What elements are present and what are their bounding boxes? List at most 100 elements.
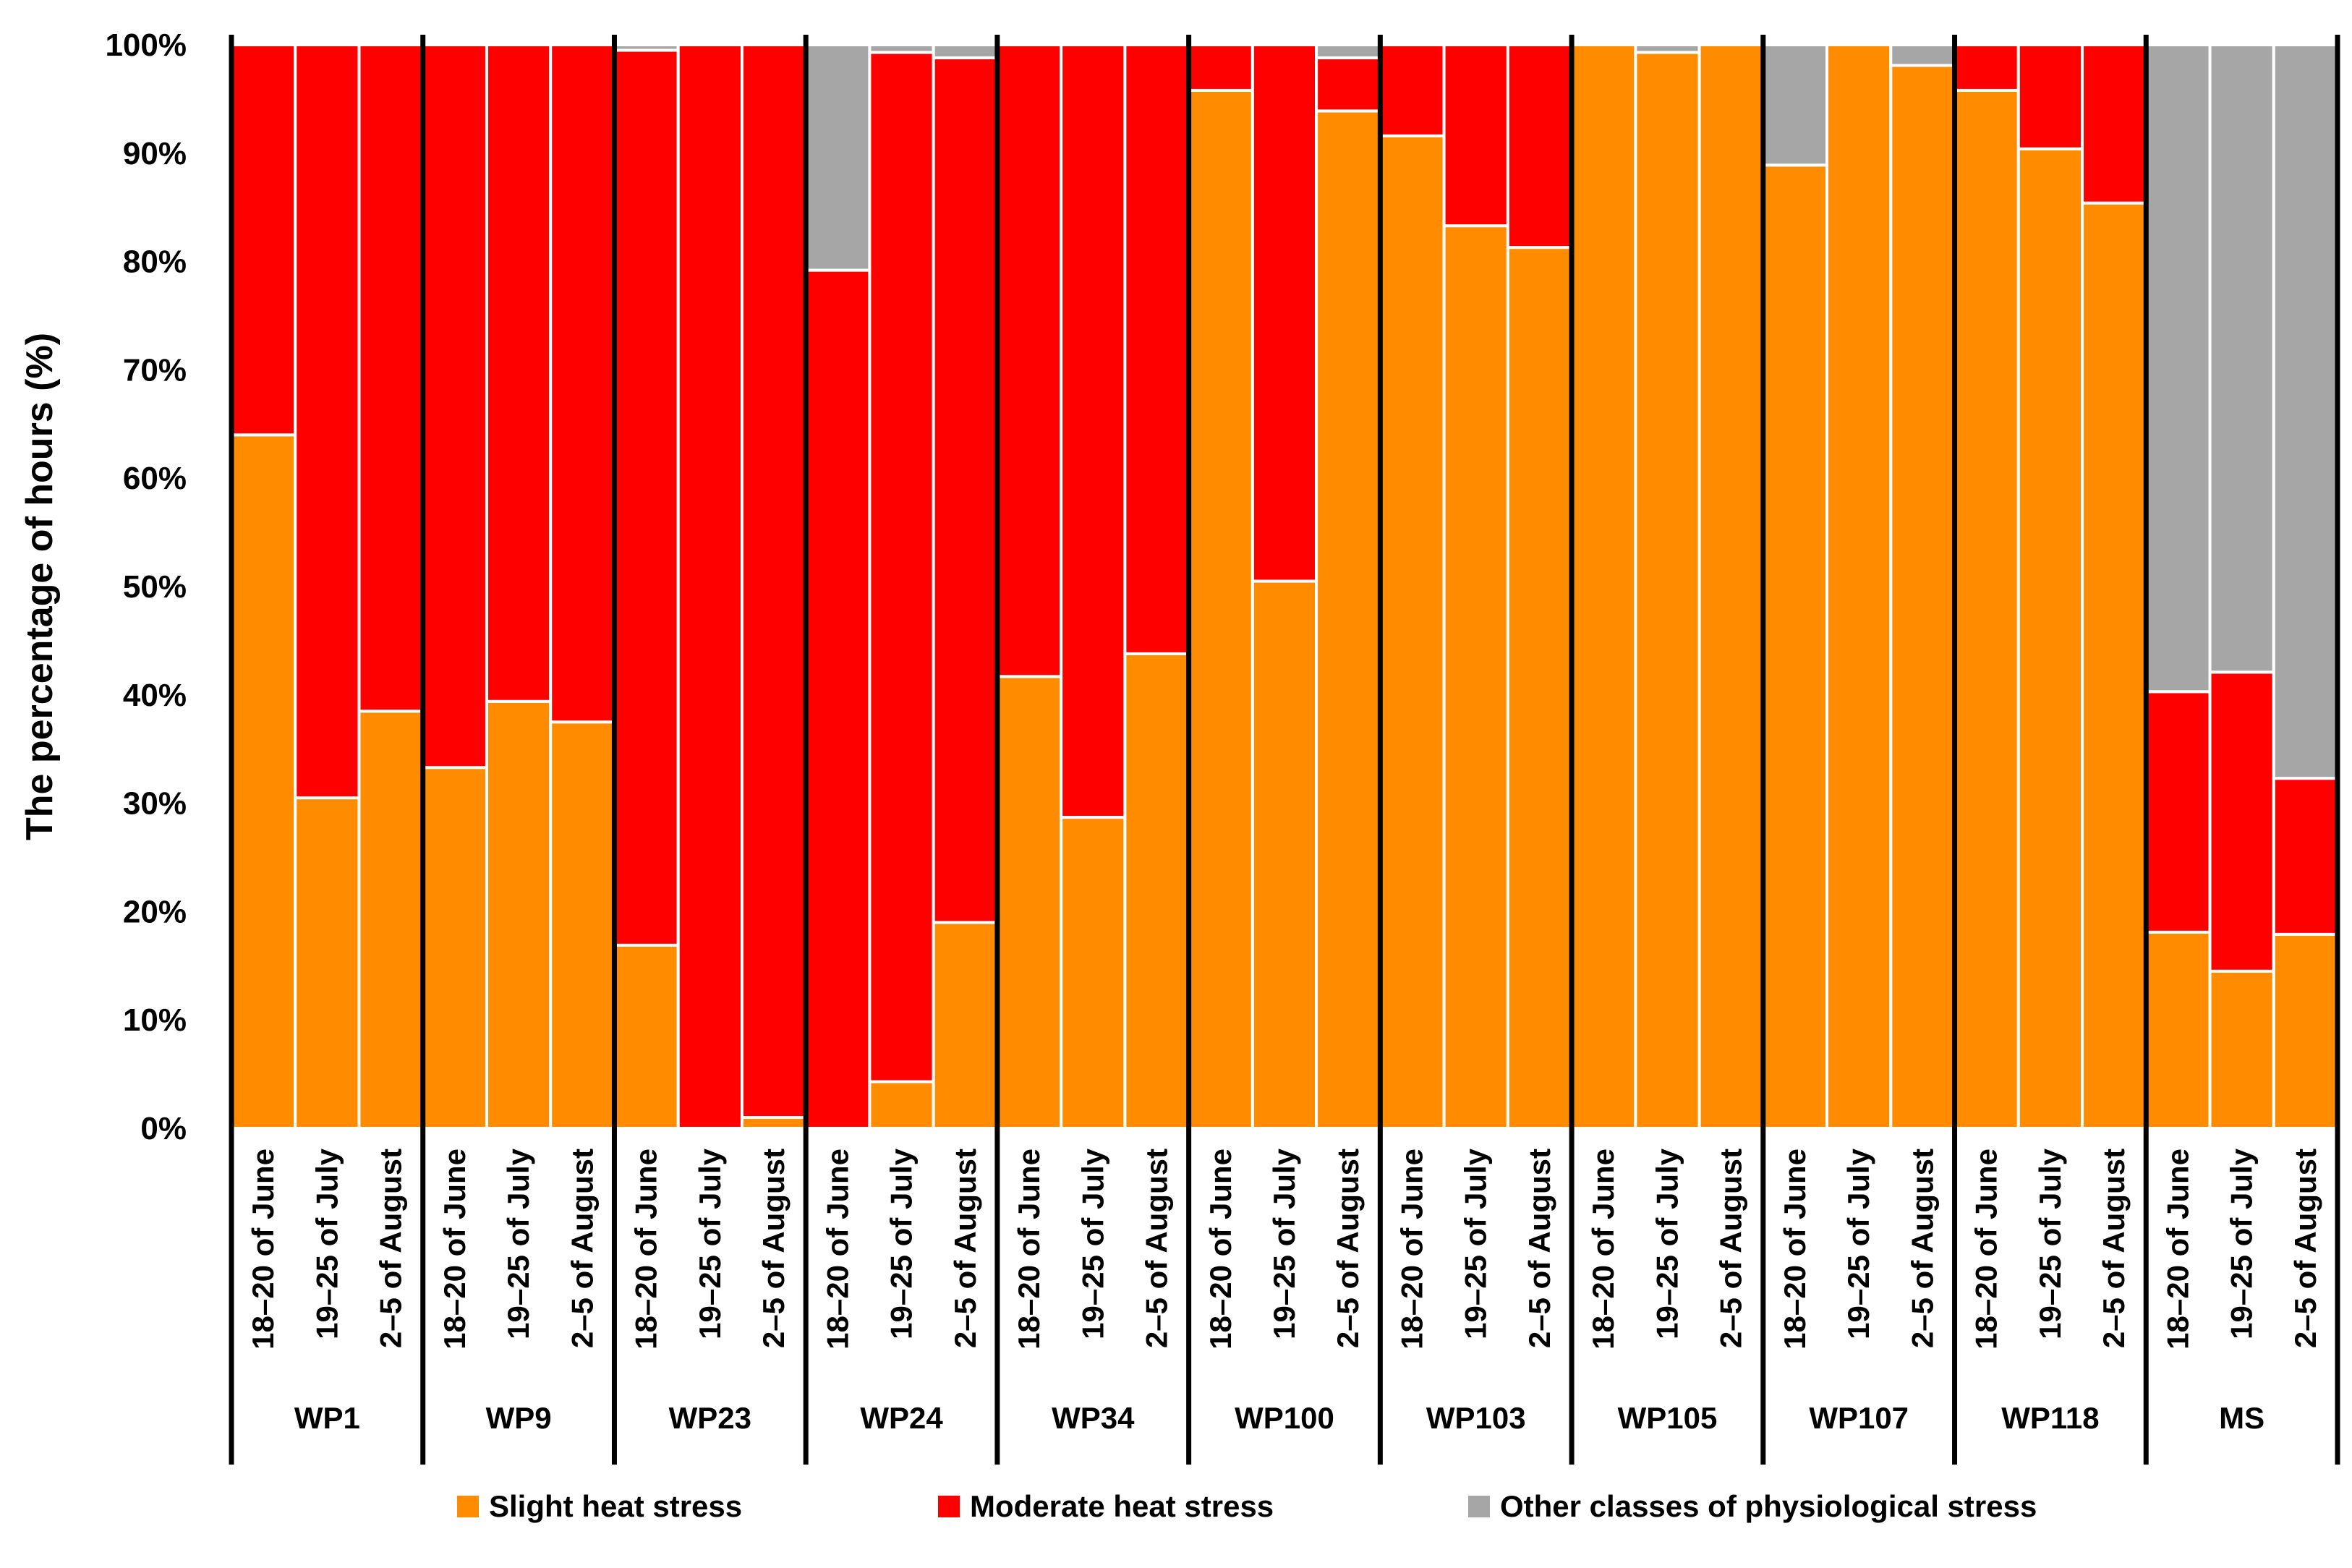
bar-wp100-19-25-of-july-slight-heat-stress: [1250, 579, 1318, 1130]
category-label-wp118-19-25-of-july: 19–25 of July: [2033, 1148, 2067, 1339]
category-label-wp1-18-20-of-june: 18–20 of June: [246, 1149, 280, 1350]
category-label-wp105-2-5-of-august: 2–5 of August: [1714, 1149, 1748, 1348]
bar-ms-2-5-of-august-other-classes-of-physiological-stress: [2272, 43, 2339, 780]
legend-label-other-classes-of-physiological-stress: Other classes of physiological stress: [1500, 1489, 2037, 1523]
group-label-wp9: WP9: [486, 1401, 552, 1435]
category-label-ms-19-25-of-july: 19–25 of July: [2225, 1148, 2259, 1339]
bar-ms-2-5-of-august-moderate-heat-stress: [2272, 777, 2339, 936]
bar-wp103-2-5-of-august-moderate-heat-stress: [1506, 43, 1574, 250]
category-label-wp9-18-20-of-june: 18–20 of June: [438, 1149, 472, 1350]
legend-label-moderate-heat-stress: Moderate heat stress: [970, 1489, 1274, 1523]
category-label-wp9-2-5-of-august: 2–5 of August: [565, 1149, 599, 1348]
bar-wp118-2-5-of-august-moderate-heat-stress: [2081, 43, 2148, 205]
category-label-wp100-18-20-of-june: 18–20 of June: [1203, 1149, 1237, 1350]
category-label-wp100-19-25-of-july: 19–25 of July: [1267, 1148, 1301, 1339]
bar-wp103-2-5-of-august-slight-heat-stress: [1506, 246, 1574, 1130]
bar-wp34-19-25-of-july-moderate-heat-stress: [1060, 43, 1127, 819]
group-label-wp23: WP23: [669, 1401, 751, 1435]
bar-wp118-19-25-of-july-slight-heat-stress: [2016, 147, 2084, 1130]
group-label-wp34: WP34: [1052, 1401, 1135, 1435]
bar-wp118-18-20-of-june-moderate-heat-stress: [1953, 43, 2020, 92]
category-label-wp24-18-20-of-june: 18–20 of June: [820, 1149, 854, 1350]
bar-wp9-18-20-of-june-moderate-heat-stress: [421, 43, 488, 770]
bar-wp118-19-25-of-july-moderate-heat-stress: [2016, 43, 2084, 150]
bar-wp1-18-20-of-june-slight-heat-stress: [230, 433, 297, 1130]
category-label-wp23-2-5-of-august: 2–5 of August: [757, 1149, 791, 1348]
bar-wp23-18-20-of-june-moderate-heat-stress: [613, 48, 680, 947]
bar-wp9-19-25-of-july-slight-heat-stress: [485, 699, 553, 1130]
bar-wp107-2-5-of-august-other-classes-of-physiological-stress: [1889, 43, 1956, 67]
bar-wp23-2-5-of-august-moderate-heat-stress: [740, 43, 808, 1120]
bar-wp24-19-25-of-july-moderate-heat-stress: [868, 51, 935, 1083]
bar-wp24-2-5-of-august-moderate-heat-stress: [932, 56, 999, 924]
category-label-wp34-18-20-of-june: 18–20 of June: [1012, 1149, 1046, 1350]
category-label-wp9-19-25-of-july: 19–25 of July: [501, 1148, 535, 1339]
bar-wp24-2-5-of-august-other-classes-of-physiological-stress: [932, 43, 999, 59]
bar-wp1-18-20-of-june-moderate-heat-stress: [230, 43, 297, 437]
bar-ms-18-20-of-june-moderate-heat-stress: [2144, 690, 2212, 934]
category-label-wp23-18-20-of-june: 18–20 of June: [629, 1149, 663, 1350]
category-label-ms-18-20-of-june: 18–20 of June: [2160, 1149, 2194, 1350]
group-label-wp103: WP103: [1426, 1401, 1526, 1435]
bar-ms-18-20-of-june-other-classes-of-physiological-stress: [2144, 43, 2212, 694]
group-label-wp105: WP105: [1618, 1401, 1718, 1435]
bar-wp103-19-25-of-july-slight-heat-stress: [1442, 224, 1509, 1130]
y-tick-label-60: 60%: [123, 461, 187, 496]
bar-ms-18-20-of-june-slight-heat-stress: [2144, 930, 2212, 1130]
bar-ms-2-5-of-august-slight-heat-stress: [2272, 932, 2339, 1130]
y-tick-label-100: 100%: [105, 27, 187, 63]
category-label-wp118-18-20-of-june: 18–20 of June: [1969, 1149, 2003, 1350]
category-label-wp103-19-25-of-july: 19–25 of July: [1459, 1148, 1493, 1339]
bar-wp100-18-20-of-june-moderate-heat-stress: [1187, 43, 1254, 92]
category-label-wp107-19-25-of-july: 19–25 of July: [1841, 1148, 1875, 1339]
y-tick-label-90: 90%: [123, 136, 187, 171]
bar-wp1-19-25-of-july-slight-heat-stress: [294, 796, 361, 1130]
bar-wp100-2-5-of-august-other-classes-of-physiological-stress: [1315, 43, 1382, 59]
category-label-wp100-2-5-of-august: 2–5 of August: [1331, 1149, 1365, 1348]
y-tick-label-50: 50%: [123, 569, 187, 605]
bar-wp1-2-5-of-august-moderate-heat-stress: [357, 43, 425, 713]
y-axis-title: The percentage of hours (%): [19, 333, 61, 840]
bar-wp9-18-20-of-june-slight-heat-stress: [421, 766, 488, 1130]
category-label-wp107-2-5-of-august: 2–5 of August: [1905, 1149, 1939, 1348]
group-label-wp118: WP118: [2001, 1401, 2099, 1435]
bar-wp34-18-20-of-june-slight-heat-stress: [995, 675, 1063, 1130]
legend-label-slight-heat-stress: Slight heat stress: [489, 1489, 742, 1523]
group-label-wp1: WP1: [294, 1401, 360, 1435]
y-tick-label-40: 40%: [123, 678, 187, 713]
bar-wp100-18-20-of-june-slight-heat-stress: [1187, 88, 1254, 1130]
bar-wp103-18-20-of-june-slight-heat-stress: [1379, 134, 1446, 1130]
bar-wp9-2-5-of-august-moderate-heat-stress: [549, 43, 616, 724]
bar-wp118-18-20-of-june-slight-heat-stress: [1953, 88, 2020, 1130]
legend-swatch-slight-heat-stress: [457, 1496, 479, 1517]
bar-wp107-2-5-of-august-slight-heat-stress: [1889, 64, 1956, 1130]
bar-wp34-19-25-of-july-slight-heat-stress: [1060, 816, 1127, 1130]
bar-wp24-2-5-of-august-slight-heat-stress: [932, 921, 999, 1130]
y-tick-label-80: 80%: [123, 244, 187, 280]
y-tick-label-70: 70%: [123, 352, 187, 388]
group-label-wp107: WP107: [1809, 1401, 1909, 1435]
category-label-wp1-19-25-of-july: 19–25 of July: [310, 1148, 344, 1339]
category-label-wp103-2-5-of-august: 2–5 of August: [1522, 1149, 1556, 1348]
bar-wp23-18-20-of-june-other-classes-of-physiological-stress: [613, 43, 680, 52]
bar-wp100-2-5-of-august-moderate-heat-stress: [1315, 56, 1382, 113]
bar-wp23-18-20-of-june-slight-heat-stress: [613, 943, 680, 1130]
bar-wp9-19-25-of-july-moderate-heat-stress: [485, 43, 553, 703]
bar-wp1-2-5-of-august-slight-heat-stress: [357, 710, 425, 1130]
bar-ms-19-25-of-july-moderate-heat-stress: [2208, 670, 2275, 973]
bar-wp34-2-5-of-august-slight-heat-stress: [1123, 652, 1190, 1130]
category-label-wp118-2-5-of-august: 2–5 of August: [2097, 1149, 2131, 1348]
bar-wp24-18-20-of-june-other-classes-of-physiological-stress: [804, 43, 872, 272]
bar-wp107-19-25-of-july-slight-heat-stress: [1825, 43, 1893, 1130]
bar-wp100-2-5-of-august-slight-heat-stress: [1315, 109, 1382, 1130]
category-label-wp1-2-5-of-august: 2–5 of August: [374, 1149, 408, 1348]
category-label-wp103-18-20-of-june: 18–20 of June: [1394, 1149, 1428, 1350]
category-label-wp24-2-5-of-august: 2–5 of August: [948, 1149, 982, 1348]
bar-ms-19-25-of-july-slight-heat-stress: [2208, 969, 2275, 1130]
bar-wp9-2-5-of-august-slight-heat-stress: [549, 720, 616, 1130]
bar-wp105-2-5-of-august-slight-heat-stress: [1697, 43, 1765, 1130]
legend-swatch-moderate-heat-stress: [938, 1496, 960, 1517]
category-label-wp24-19-25-of-july: 19–25 of July: [885, 1148, 919, 1339]
bar-wp105-19-25-of-july-slight-heat-stress: [1634, 51, 1701, 1130]
